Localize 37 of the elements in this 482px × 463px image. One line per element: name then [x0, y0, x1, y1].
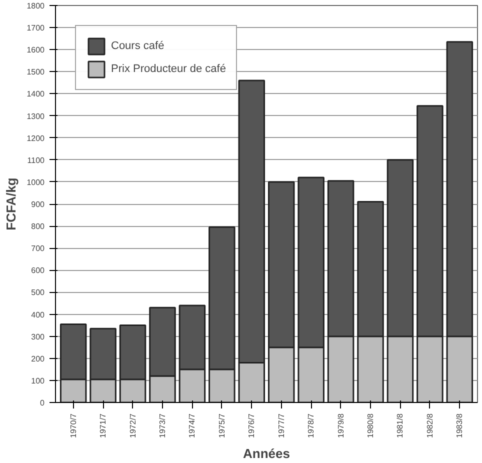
x-tick-label: 1976/7 — [247, 412, 256, 438]
y-tick-label: 200 — [31, 354, 46, 364]
x-tick-label: 1979/8 — [336, 412, 346, 438]
legend-label: Cours café — [111, 40, 164, 52]
x-tick-label: 1981/8 — [396, 412, 405, 438]
y-tick-label: 1200 — [26, 134, 46, 143]
y-tick-label: 1800 — [26, 2, 46, 10]
y-tick-label: 400 — [31, 310, 46, 320]
x-tick-label: 1982/8 — [425, 412, 434, 438]
x-tick-label: 1971/7 — [98, 412, 108, 438]
x-tick-label: 1972/7 — [128, 412, 138, 438]
y-tick-label: 500 — [31, 288, 46, 298]
x-tick-label: 1974/7 — [188, 412, 197, 438]
x-tick-label: 1978/7 — [306, 412, 316, 438]
x-tick-label: 1980/8 — [366, 412, 376, 438]
y-tick-label: 1700 — [26, 24, 46, 33]
x-axis-title: Années — [243, 446, 290, 461]
y-tick-label: 800 — [31, 222, 46, 232]
y-tick-label: 1100 — [27, 156, 46, 165]
y-tick-label: 700 — [31, 244, 46, 254]
y-tick-label: 0 — [40, 398, 46, 408]
y-tick-label: 100 — [31, 376, 46, 386]
y-tick-label: 900 — [31, 200, 46, 209]
y-tick-label: 1000 — [26, 178, 46, 187]
y-tick-label: 1300 — [26, 112, 46, 121]
x-tick-label: 1973/7 — [158, 412, 167, 438]
y-tick-label: 1500 — [26, 68, 46, 77]
legend-label: Prix Producteur de café — [111, 63, 226, 75]
x-tick-label: 1975/7 — [217, 412, 226, 438]
x-tick-label: 1983/8 — [455, 412, 464, 438]
y-tick-label: 1600 — [26, 46, 46, 55]
y-tick-label: 1400 — [26, 90, 46, 99]
x-tick-label: 1977/7 — [276, 412, 286, 438]
y-axis-title: FCFA/kg — [4, 178, 19, 230]
y-tick-label: 300 — [31, 332, 46, 342]
y-tick-label: 600 — [31, 266, 46, 276]
x-tick-label: 1970/7 — [68, 412, 78, 438]
